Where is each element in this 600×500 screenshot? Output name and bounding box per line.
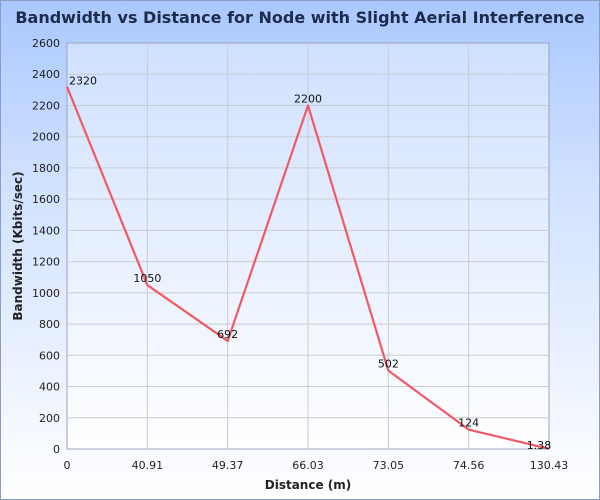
x-tick-label: 0 (64, 459, 71, 472)
x-tick-label: 130.43 (530, 459, 569, 472)
y-tick-label: 200 (39, 412, 60, 425)
y-tick-label: 800 (39, 318, 60, 331)
y-tick-label: 2200 (32, 99, 60, 112)
y-tick-label: 1400 (32, 224, 60, 237)
x-tick-label: 40.91 (132, 459, 164, 472)
data-label: 2320 (69, 75, 97, 88)
y-tick-label: 1000 (32, 287, 60, 300)
data-label: 124 (458, 417, 479, 430)
y-tick-label: 600 (39, 349, 60, 362)
x-tick-label: 74.56 (453, 459, 485, 472)
x-tick-label: 66.03 (292, 459, 324, 472)
y-axis-title: Bandwidth (Kbits/sec) (11, 171, 25, 320)
data-label: 1.38 (527, 439, 552, 452)
axes: 0 200 400 600 800 1000 1200 1400 1600 1800 2000 220… (32, 37, 568, 472)
y-tick-label: 2400 (32, 68, 60, 81)
chart-title: Bandwidth vs Distance for Node with Slig… (15, 8, 585, 27)
x-tick-label: 73.05 (373, 459, 405, 472)
y-tick-label: 1800 (32, 162, 60, 175)
y-tick-label: 2600 (32, 37, 60, 50)
data-label: 2200 (294, 92, 322, 105)
series-1 (65, 86, 550, 450)
data-label: 692 (217, 328, 238, 341)
data-label: 1050 (133, 272, 161, 285)
data-labels: 2320 1050 692 2200 502 124 1.38 (69, 75, 551, 452)
y-tick-label: 0 (53, 443, 60, 456)
grid-lines (67, 43, 549, 449)
x-tick-label: 49.37 (212, 459, 244, 472)
y-tick-label: 2000 (32, 131, 60, 144)
y-tick-label: 1600 (32, 193, 60, 206)
y-tick-label: 1200 (32, 256, 60, 269)
data-label: 502 (378, 358, 399, 371)
y-tick-label: 400 (39, 381, 60, 394)
x-axis-title: Distance (m) (265, 478, 352, 492)
